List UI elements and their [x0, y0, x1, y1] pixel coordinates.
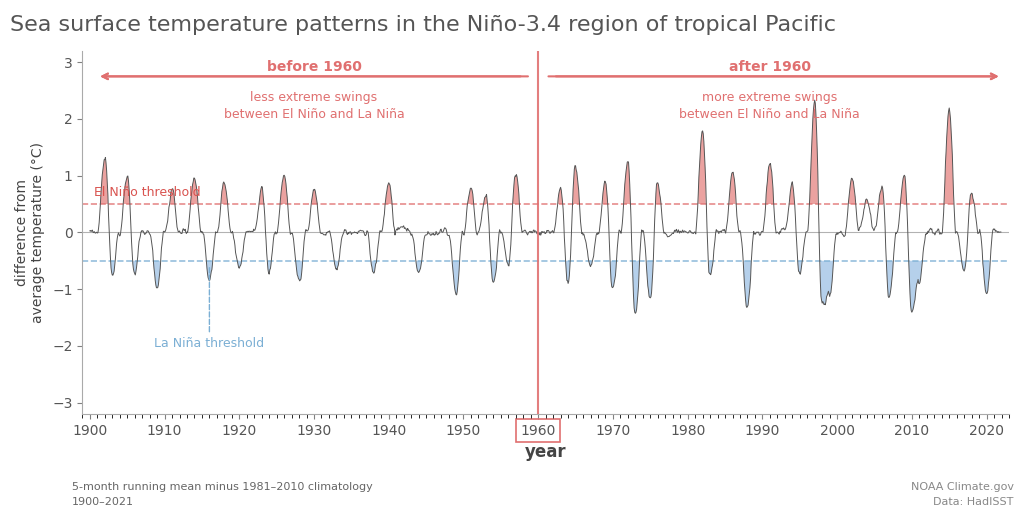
Text: less extreme swings: less extreme swings [251, 91, 378, 103]
Text: 1900–2021: 1900–2021 [72, 497, 134, 507]
Text: more extreme swings: more extreme swings [702, 91, 838, 103]
Text: La Niña threshold: La Niña threshold [155, 266, 264, 350]
Text: Data: HadISST: Data: HadISST [934, 497, 1014, 507]
Text: Sea surface temperature patterns in the Niño-3.4 region of tropical Pacific: Sea surface temperature patterns in the … [10, 15, 837, 35]
Text: NOAA Climate.gov: NOAA Climate.gov [910, 481, 1014, 492]
Text: 5-month running mean minus 1981–2010 climatology: 5-month running mean minus 1981–2010 cli… [72, 481, 373, 492]
Text: El Niño threshold: El Niño threshold [93, 186, 201, 200]
Y-axis label: difference from
average temperature (°C): difference from average temperature (°C) [15, 142, 45, 323]
Text: between El Niño and La Niña: between El Niño and La Niña [680, 108, 860, 120]
Text: between El Niño and La Niña: between El Niño and La Niña [223, 108, 404, 120]
X-axis label: year: year [525, 443, 566, 461]
Text: before 1960: before 1960 [266, 59, 361, 74]
Text: after 1960: after 1960 [729, 59, 811, 74]
